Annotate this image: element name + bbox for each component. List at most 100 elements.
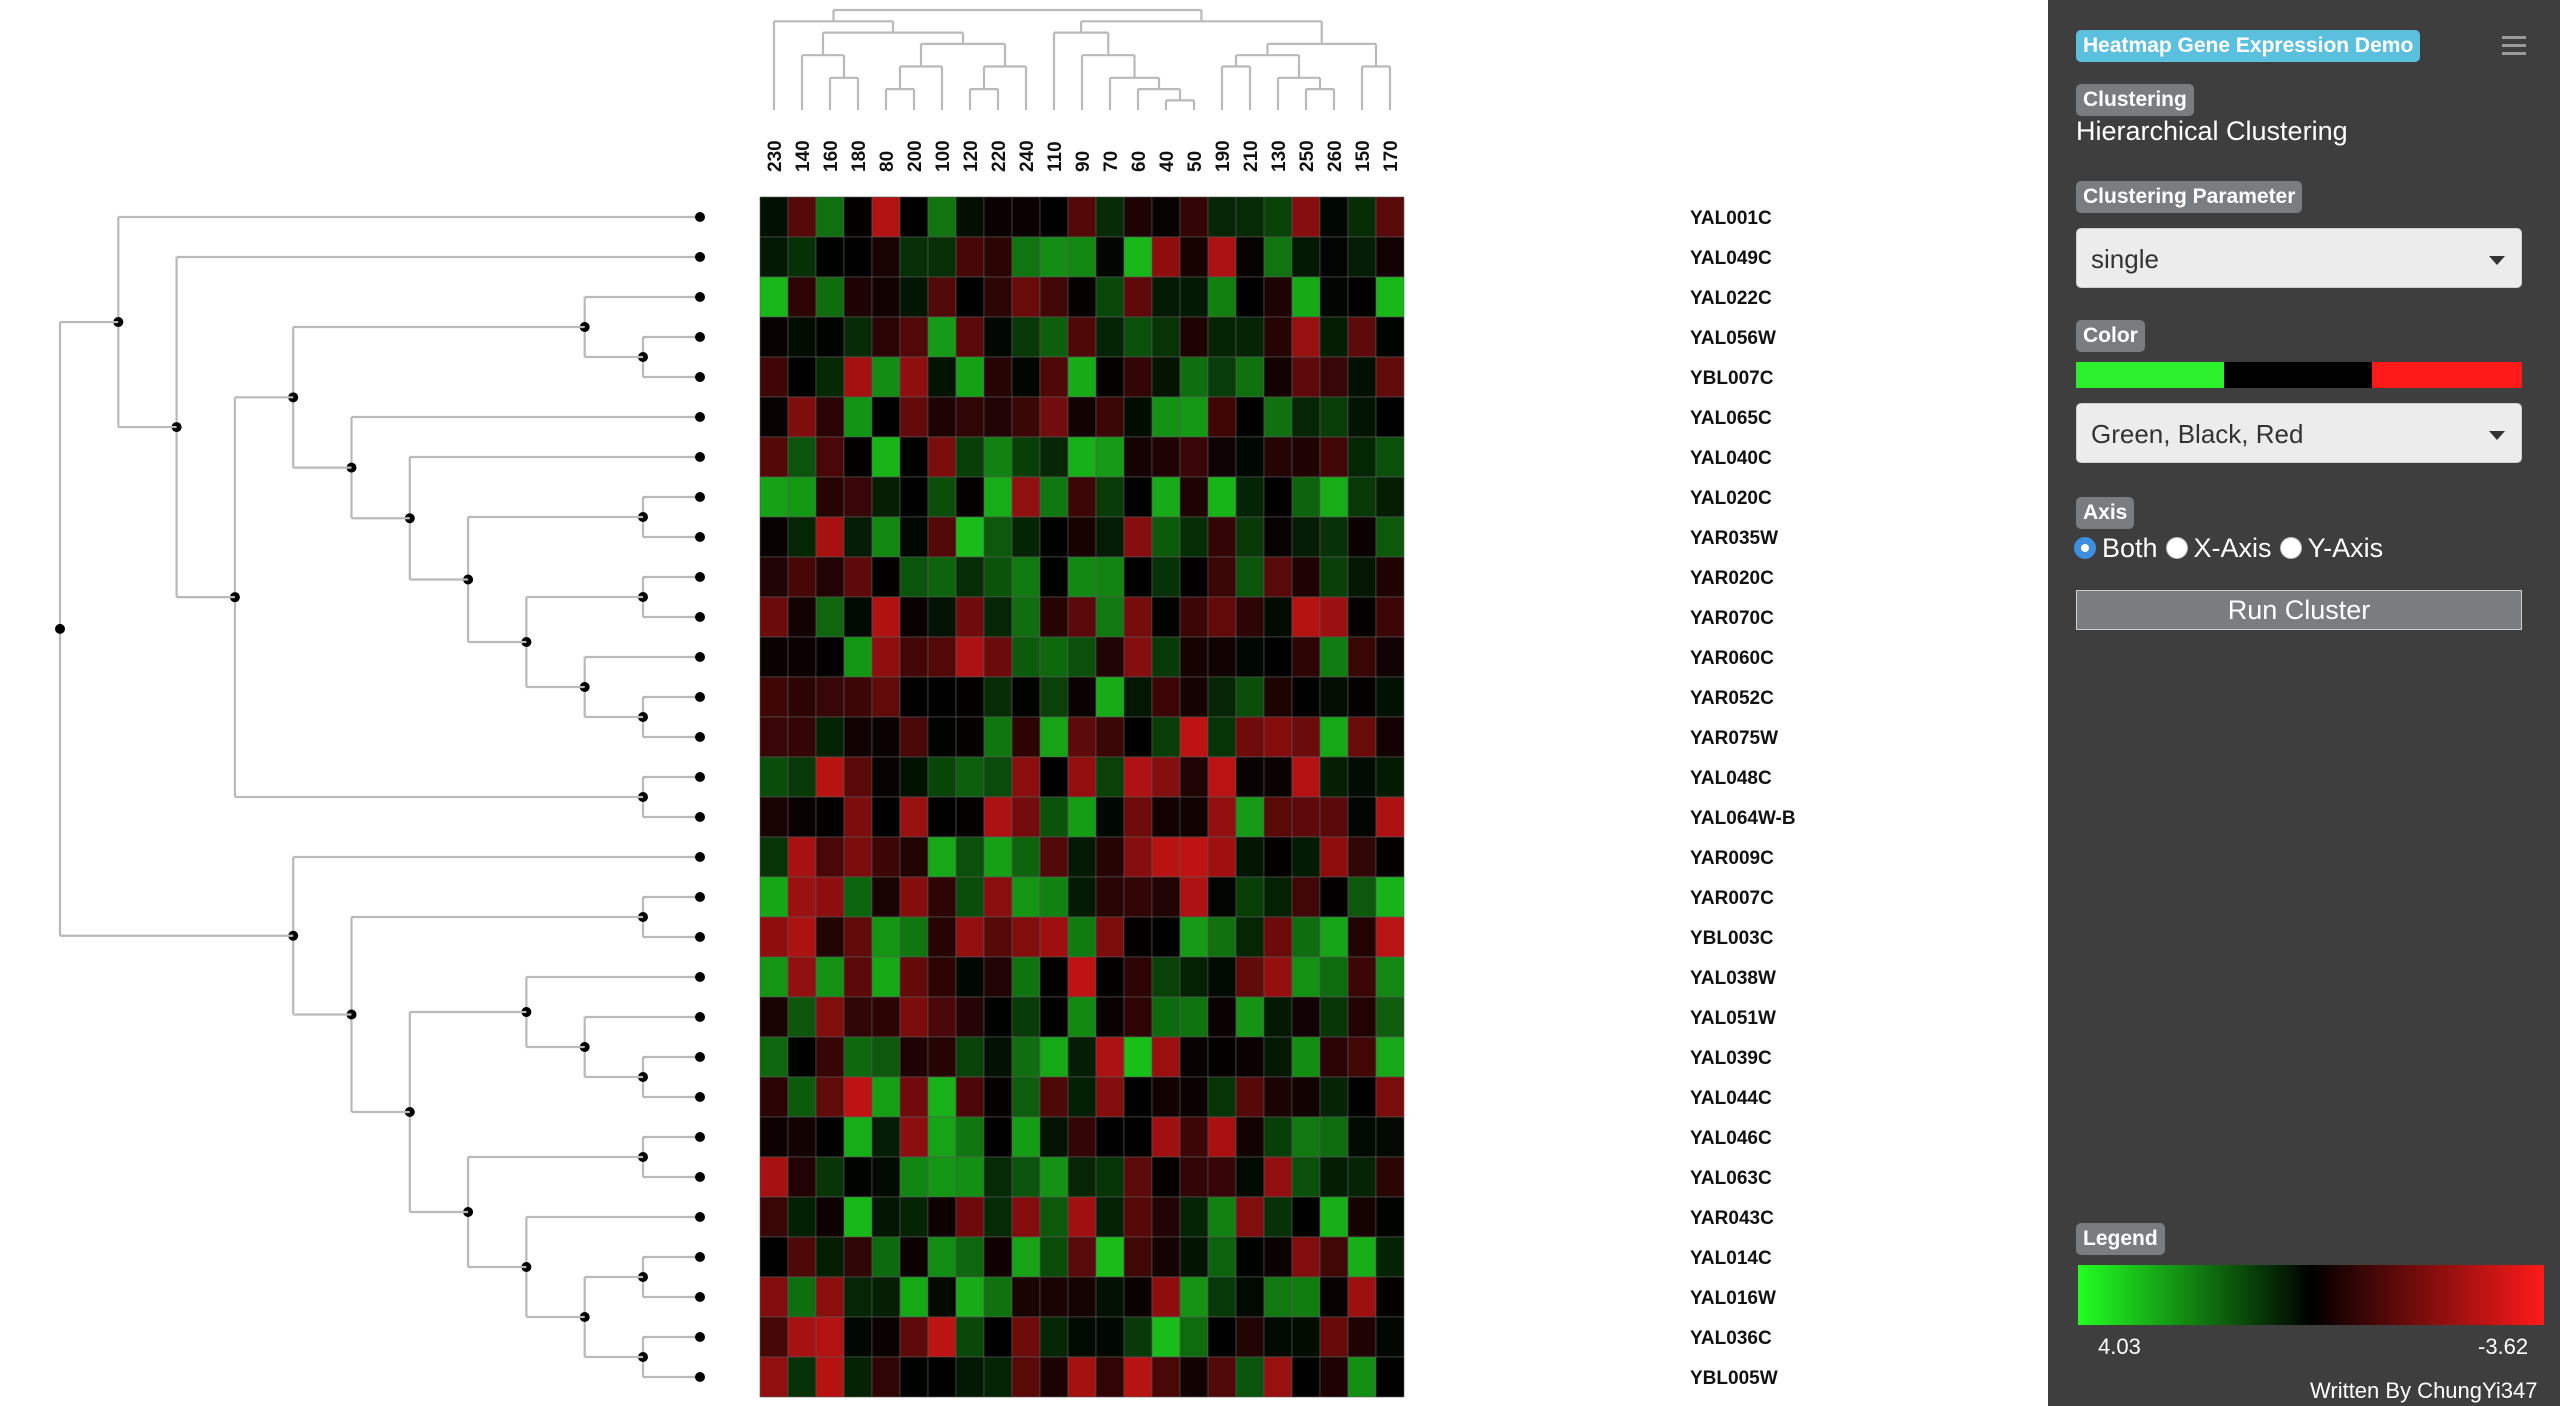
heatmap-cell [1039,1196,1069,1238]
heatmap-cell [1011,876,1041,918]
heatmap-cell [1123,516,1153,558]
heatmap-cell [1039,516,1069,558]
heatmap-cell [1263,436,1293,478]
heatmap-cell [1151,1196,1181,1238]
color-swatch-black [2224,362,2372,388]
heatmap-cell [815,676,845,718]
column-label: 40 [1157,151,1178,172]
heatmap-cell [1207,636,1237,678]
heatmap-cell [1347,956,1377,998]
heatmap-cell [1207,1316,1237,1358]
heatmap-cell [1011,636,1041,678]
axis-radio-x[interactable] [2165,537,2188,559]
heatmap-cell [1039,276,1069,318]
column-label: 70 [1101,151,1122,172]
row-label: YAL036C [1690,1328,1772,1349]
heatmap-cell [759,676,789,718]
heatmap-cell [1151,556,1181,598]
heatmap-cell [1011,476,1041,518]
run-cluster-button[interactable]: Run Cluster [2076,590,2522,630]
heatmap-cell [787,316,817,358]
heatmap-cell [1179,356,1209,398]
heatmap-cell [1067,1116,1097,1158]
dendrogram-leaf [695,852,705,862]
heatmap-cell [759,276,789,318]
heatmap-cell [1067,196,1097,238]
axis-option-y-label: Y-Axis [2307,532,2384,563]
axis-radio-y[interactable] [2279,537,2302,559]
heatmap-cell [1235,356,1265,398]
heatmap-cell [1291,356,1321,398]
heatmap-cell [1347,476,1377,518]
heatmap-cell [1123,956,1153,998]
heatmap-cell [1011,1196,1041,1238]
dendrogram-leaf [695,572,705,582]
heatmap-cell [1039,876,1069,918]
heatmap-cell [1123,716,1153,758]
heatmap-cell [983,1076,1013,1118]
heatmap-cell [1151,1356,1181,1398]
heatmap-cell [1375,476,1405,518]
clustering-parameter-select[interactable]: single [2076,228,2522,288]
heatmap-cell [787,276,817,318]
heatmap-cell [1179,1156,1209,1198]
heatmap-cell [871,796,901,838]
heatmap-cell [1123,676,1153,718]
heatmap-cell [1123,236,1153,278]
heatmap-cell [1067,636,1097,678]
heatmap-cell [1095,1036,1125,1078]
row-label: YAL064W-B [1690,808,1796,829]
heatmap-cell [759,1276,789,1318]
heatmap-cell [787,236,817,278]
clustered-heatmap: 230 140 160 180 80 200 100 120 220 240 110 90 70 60 40… [55,8,1796,1398]
heatmap-cell [1179,1276,1209,1318]
heatmap-cell [1207,716,1237,758]
dendrogram-leaf [695,492,705,502]
heatmap-cell [1347,996,1377,1038]
heatmap-cell [1123,1356,1153,1398]
heatmap-cell [1235,1156,1265,1198]
heatmap-cell [1151,356,1181,398]
heatmap-cell [871,956,901,998]
heatmap-cell [1179,676,1209,718]
heatmap-cell [787,556,817,598]
heatmap-cell [759,716,789,758]
heatmap-cell [1319,756,1349,798]
heatmap-cell [1375,396,1405,438]
heatmap-cell [1179,596,1209,638]
heatmap-cell [1347,1236,1377,1278]
heatmap-cell [1263,636,1293,678]
heatmap-cell [1291,516,1321,558]
heatmap-cell [1263,476,1293,518]
heatmap-cell [983,1276,1013,1318]
heatmap-cell [1011,356,1041,398]
hamburger-menu-icon[interactable] [2502,36,2526,56]
heatmap-cell [1095,1156,1125,1198]
heatmap-cell [1011,436,1041,478]
heatmap-cell [899,356,929,398]
heatmap-cell [1375,636,1405,678]
heatmap-cell [1039,236,1069,278]
heatmap-cell [1039,1236,1069,1278]
heatmap-cell [787,1236,817,1278]
heatmap-cell [1319,636,1349,678]
heatmap-cell [1319,836,1349,878]
heatmap-cell [1347,1276,1377,1318]
heatmap-cell [1039,676,1069,718]
heatmap-cell [1011,996,1041,1038]
heatmap-cell [871,276,901,318]
heatmap-cell [759,1116,789,1158]
heatmap-cell [1095,596,1125,638]
heatmap-cell [1123,1316,1153,1358]
heatmap-cell [1291,916,1321,958]
heatmap-cell [1319,1236,1349,1278]
color-select[interactable]: Green, Black, Red [2076,403,2522,463]
heatmap-cell [955,1156,985,1198]
axis-radio-both[interactable] [2074,537,2096,559]
heatmap-cell [899,996,929,1038]
heatmap-cell [1319,476,1349,518]
heatmap-cell [1235,516,1265,558]
heatmap-cell [983,876,1013,918]
heatmap-cell [1179,716,1209,758]
heatmap-cell [1095,236,1125,278]
